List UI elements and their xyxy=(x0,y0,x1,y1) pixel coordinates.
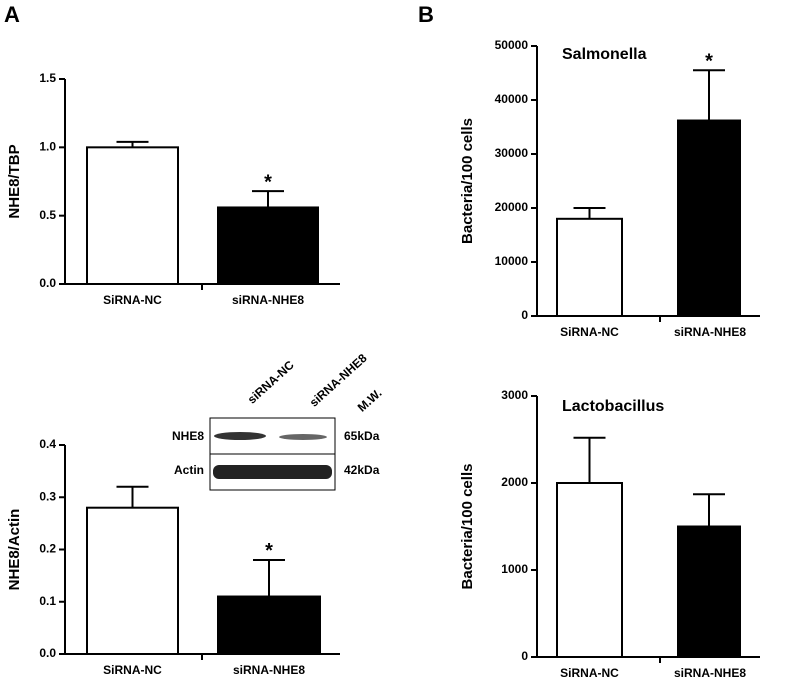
y-tick-label: 1.5 xyxy=(39,71,56,85)
x-tick-label: siRNA-NHE8 xyxy=(233,663,305,677)
x-tick-label: SiRNA-NC xyxy=(103,293,162,307)
y-axis-label: Bacteria/100 cells xyxy=(459,464,476,590)
mw-label: 42kDa xyxy=(344,463,380,477)
y-tick-label: 0.5 xyxy=(39,208,56,222)
panel-label: B xyxy=(418,2,434,27)
western-blot: siRNA-NC siRNA-NHE8 M.W. NHE8 Actin 65kD… xyxy=(172,351,385,491)
bar xyxy=(677,119,741,317)
bar xyxy=(86,506,179,656)
x-tick-label: SiRNA-NC xyxy=(103,663,162,677)
bar xyxy=(677,525,741,658)
y-tick-label: 0.0 xyxy=(39,646,56,660)
bar xyxy=(556,482,623,658)
significance-mark: * xyxy=(705,51,713,73)
lane-label: siRNA-NC xyxy=(245,358,297,407)
y-tick-label: 50000 xyxy=(495,38,529,52)
significance-mark: * xyxy=(264,171,272,193)
y-tick-label: 20000 xyxy=(495,200,529,214)
band xyxy=(214,432,266,440)
bar xyxy=(217,206,319,285)
chart-title: Salmonella xyxy=(562,46,647,63)
y-tick-label: 1000 xyxy=(501,562,528,576)
band xyxy=(213,465,332,479)
row-label: NHE8 xyxy=(172,429,204,443)
y-tick-label: 0.3 xyxy=(39,489,56,503)
y-tick-label: 0 xyxy=(521,308,528,322)
x-tick-label: siRNA-NHE8 xyxy=(674,325,746,339)
y-tick-label: 1.0 xyxy=(39,140,56,154)
chart-title: Lactobacillus xyxy=(562,398,664,415)
y-tick-label: 40000 xyxy=(495,92,529,106)
bar xyxy=(217,595,321,656)
y-tick-label: 10000 xyxy=(495,254,529,268)
y-tick-label: 0.1 xyxy=(39,594,56,608)
y-tick-label: 2000 xyxy=(501,475,528,489)
y-axis-label: Bacteria/100 cells xyxy=(459,118,476,244)
x-tick-label: SiRNA-NC xyxy=(560,666,619,680)
mw-header: M.W. xyxy=(355,386,385,415)
bar xyxy=(86,146,179,285)
mw-label: 65kDa xyxy=(344,429,380,443)
panel-label: A xyxy=(4,2,20,27)
significance-mark: * xyxy=(265,540,273,562)
x-tick-label: SiRNA-NC xyxy=(560,325,619,339)
y-tick-label: 0.0 xyxy=(39,276,56,290)
y-tick-label: 3000 xyxy=(501,388,528,402)
bar xyxy=(556,217,623,317)
y-tick-label: 0.4 xyxy=(39,437,56,451)
y-axis-label: NHE8/Actin xyxy=(6,509,23,591)
y-tick-label: 0.2 xyxy=(39,542,56,556)
x-tick-label: siRNA-NHE8 xyxy=(232,293,304,307)
y-axis-label: NHE8/TBP xyxy=(6,144,23,218)
y-tick-label: 0 xyxy=(521,649,528,663)
band xyxy=(279,434,327,440)
row-label: Actin xyxy=(174,463,204,477)
x-tick-label: siRNA-NHE8 xyxy=(674,666,746,680)
y-tick-label: 30000 xyxy=(495,146,529,160)
